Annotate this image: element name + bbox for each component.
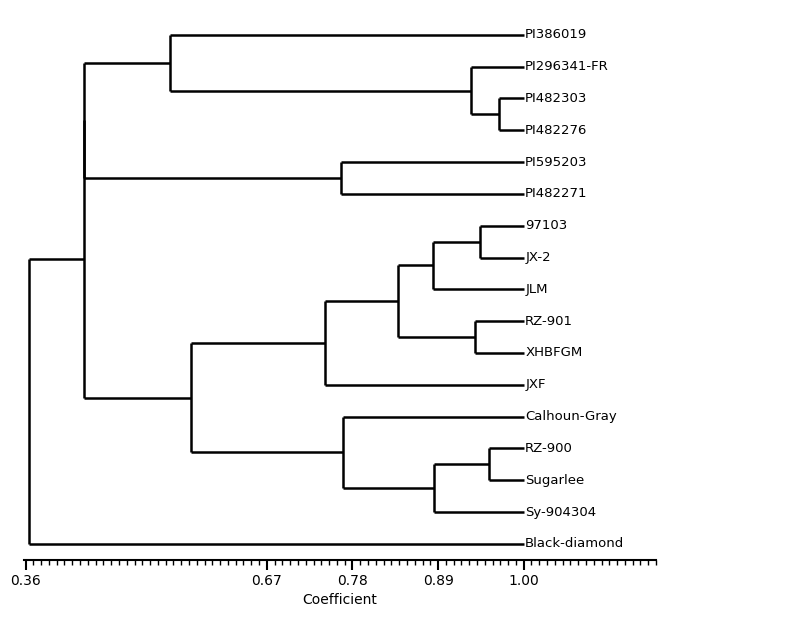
Text: XHBFGM: XHBFGM [526,347,582,359]
Text: RZ-900: RZ-900 [526,442,573,455]
Text: Sugarlee: Sugarlee [526,474,585,487]
Text: JLM: JLM [526,283,548,296]
Text: PI296341-FR: PI296341-FR [526,60,609,73]
Text: Black-diamond: Black-diamond [526,537,625,550]
X-axis label: Coefficient: Coefficient [302,593,378,607]
Text: PI595203: PI595203 [526,155,588,169]
Text: PI386019: PI386019 [526,28,587,42]
Text: RZ-901: RZ-901 [526,314,574,328]
Text: PI482276: PI482276 [526,124,588,136]
Text: JX-2: JX-2 [526,251,551,264]
Text: PI482271: PI482271 [526,187,588,201]
Text: PI482303: PI482303 [526,92,588,105]
Text: JXF: JXF [526,378,546,391]
Text: Calhoun-Gray: Calhoun-Gray [526,410,617,423]
Text: Sy-904304: Sy-904304 [526,506,596,518]
Text: 97103: 97103 [526,220,567,232]
